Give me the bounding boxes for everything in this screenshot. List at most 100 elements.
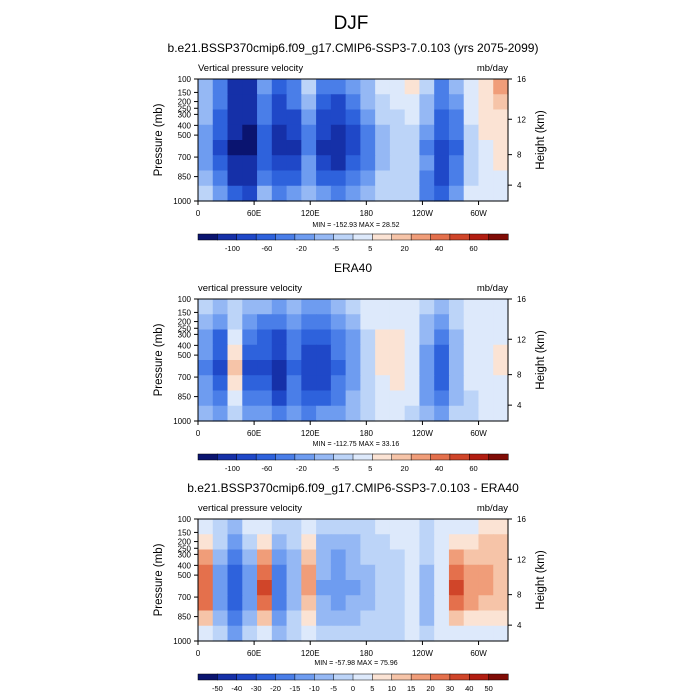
heatmap-cell [286,405,302,422]
heatmap-cell [375,329,391,346]
y-right-tick-label: 12 [517,555,526,564]
heatmap-cell [198,595,214,612]
heatmap-cell [404,625,421,642]
heatmap-cell [478,405,494,422]
heatmap-cell [419,124,435,141]
heatmap-cell [301,534,317,551]
colorbar-swatch [488,233,509,241]
heatmap-cell [493,314,509,331]
y-right-tick-label: 16 [517,75,526,84]
heatmap-cell [389,299,406,315]
heatmap-cell [316,94,332,111]
heatmap-cell [419,580,435,596]
heatmap-cell [389,94,406,111]
heatmap-cell [360,94,376,111]
heatmap-cell [434,109,450,126]
heatmap-cell [463,314,480,331]
heatmap-cell [212,109,229,126]
colorbar-label: 20 [426,684,434,693]
heatmap-cell [463,344,480,361]
heatmap-cell [286,299,302,315]
heatmap-cell [330,344,347,361]
heatmap-cell [448,344,465,361]
y-axis-label-right: Height (km) [535,330,547,390]
heatmap-cell [448,329,465,346]
heatmap-cell [257,564,273,581]
heatmap-cell [330,185,347,202]
heatmap-cell [448,155,465,172]
heatmap-cell [493,94,509,111]
heatmap-cell [389,79,406,95]
heatmap-cell [434,564,450,581]
x-tick-label: 180 [360,429,374,438]
heatmap-cell [419,549,435,566]
heatmap-cell [227,314,243,331]
heatmap-cell [493,109,509,126]
heatmap-cell [389,519,406,535]
heatmap-cell [360,625,376,642]
heatmap-cell [493,299,509,315]
heatmap-cell [404,170,421,187]
heatmap-cell [389,140,406,156]
heatmap-cell [345,124,361,141]
heatmap-cell [198,79,214,95]
panel-subtitle: vertical pressure velocity [198,503,302,514]
heatmap-cell [375,610,391,627]
heatmap-cell [212,580,229,596]
x-tick-label: 180 [360,649,374,658]
heatmap-cell [419,534,435,551]
y-right-tick-label: 8 [517,151,522,160]
heatmap-cell [242,94,258,111]
heatmap-cell [257,155,273,172]
panels: b.e21.BSSP370cmip6.f09_g17.CMIP6-SSP3-7.… [153,41,547,693]
y-tick-label: 500 [178,571,192,580]
heatmap-cell [198,549,214,566]
heatmap-cell [434,140,450,156]
heatmap-cell [448,124,465,141]
heatmap-cell [389,610,406,627]
heatmap-cell [360,170,376,187]
heatmap-cell [330,390,347,407]
heatmap-cell [478,580,494,596]
heatmap-cell [257,344,273,361]
heatmap-cell [463,329,480,346]
heatmap-cell [198,390,214,407]
heatmap-cell [493,329,509,346]
heatmap-cell [242,109,258,126]
heatmap-cell [463,170,480,187]
heatmap-cell [330,155,347,172]
colorbar-label: -40 [231,684,242,693]
heatmap-cell [448,94,465,111]
heatmap-cell [316,564,332,581]
heatmap-cell [257,185,273,202]
x-tick-label: 60W [470,429,487,438]
y-tick-label: 1000 [173,197,191,206]
y-right-tick-label: 4 [517,621,522,630]
heatmap-cell [375,360,391,376]
heatmap-cell [198,170,214,187]
heatmap-cell [330,140,347,156]
heatmap-cell [434,610,450,627]
heatmap-cell [242,185,258,202]
y-right-tick-label: 4 [517,401,522,410]
heatmap-cell [271,299,288,315]
heatmap-cell [330,170,347,187]
heatmap-cell [404,79,421,95]
heatmap-cell [227,595,243,612]
heatmap-cell [448,519,465,535]
colorbar-swatch [430,233,451,241]
heatmap-cell [301,580,317,596]
heatmap-cell [375,564,391,581]
y-axis-label-right: Height (km) [535,110,547,170]
heatmap-cell [286,360,302,376]
heatmap-cell [212,390,229,407]
heatmap-cell [463,299,480,315]
heatmap-cell [419,595,435,612]
heatmap-cell [212,519,229,535]
heatmap-cell [404,94,421,111]
panel-title: b.e21.BSSP370cmip6.f09_g17.CMIP6-SSP3-7.… [187,481,519,495]
heatmap-cell [271,155,288,172]
heatmap-cell [330,610,347,627]
y-tick-label: 700 [178,593,192,602]
